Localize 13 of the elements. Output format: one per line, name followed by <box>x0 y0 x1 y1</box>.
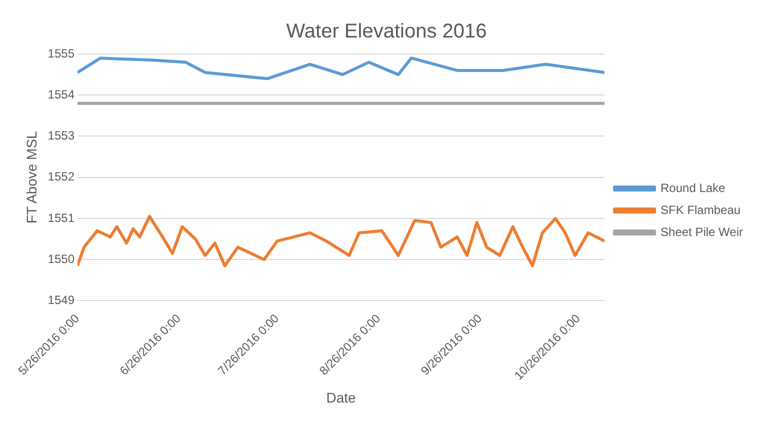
y-tick-label: 1553 <box>48 128 75 143</box>
y-tick-label: 1549 <box>48 292 75 307</box>
legend-label: Sheet Pile Weir <box>660 224 744 239</box>
y-axis-title: FT Above MSL <box>23 130 40 224</box>
y-tick-label: 1552 <box>48 170 75 184</box>
y-tick-label: 1550 <box>48 252 75 266</box>
legend-label: Round Lake <box>660 180 726 195</box>
x-axis-title: Date <box>326 389 356 406</box>
chart-title: Water Elevations 2016 <box>286 20 487 43</box>
y-tick-label: 1554 <box>48 87 75 102</box>
y-tick-label: 1555 <box>48 46 75 60</box>
y-tick-label: 1551 <box>48 210 75 225</box>
legend-label: SFK Flambeau <box>660 202 741 217</box>
